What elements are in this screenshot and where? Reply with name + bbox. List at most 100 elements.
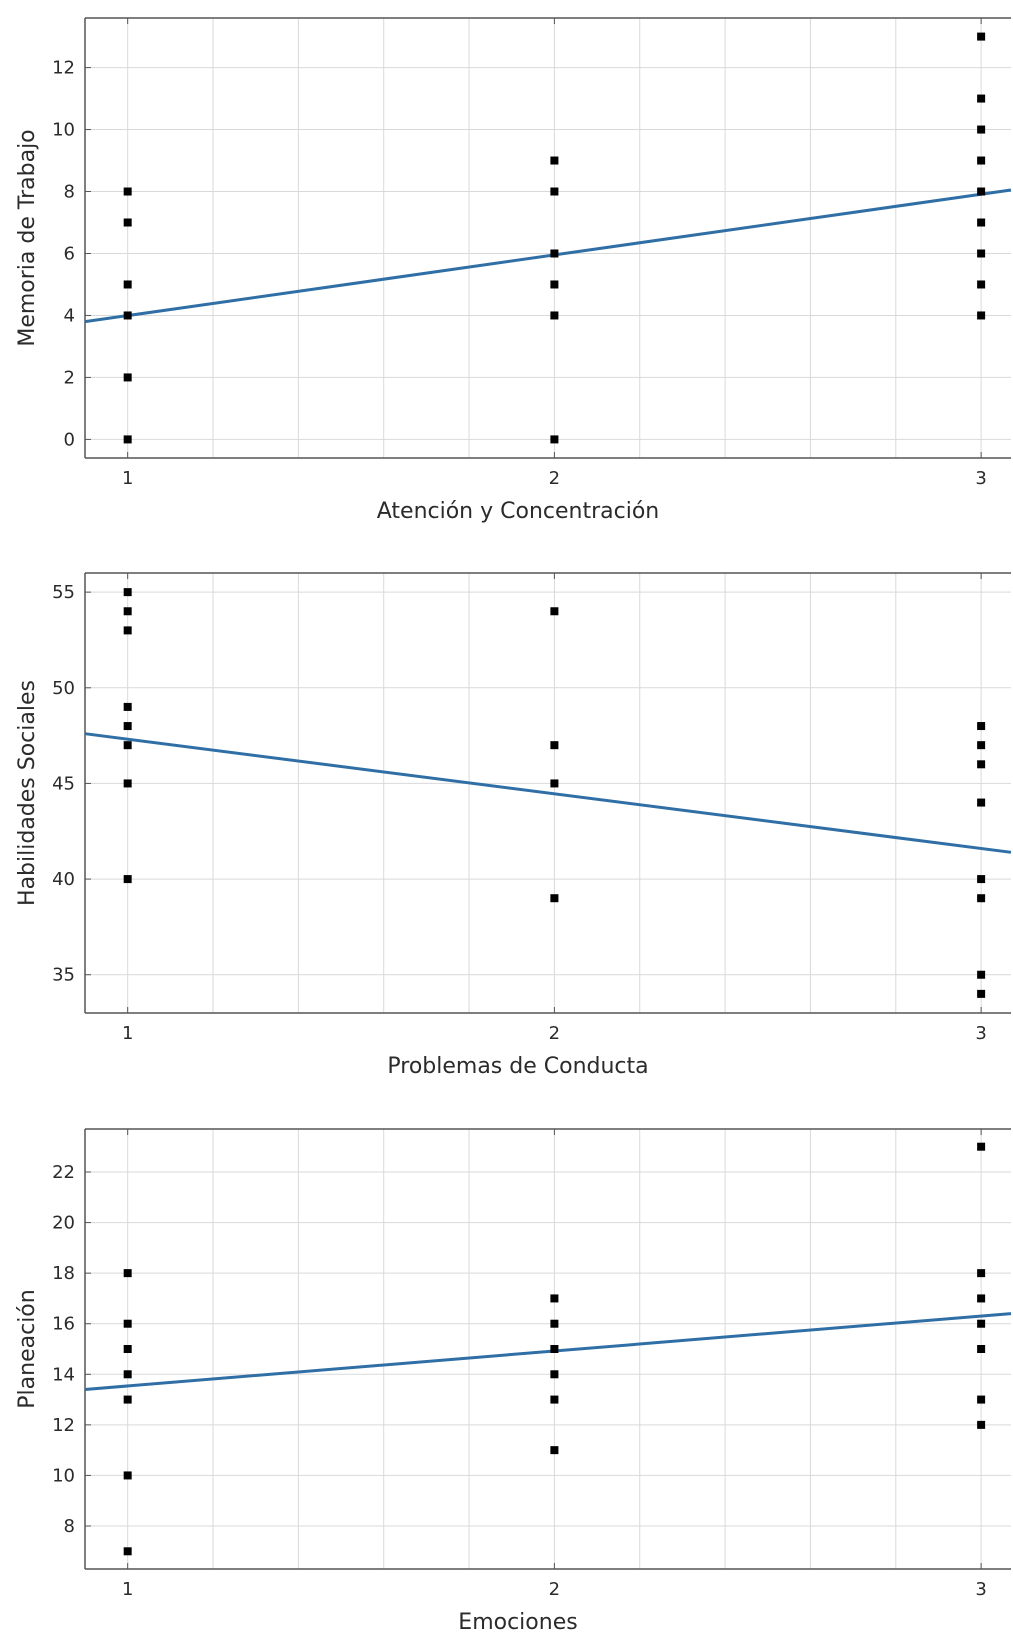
x-tick-label: 1 [122,1023,133,1044]
data-point [977,1395,986,1404]
y-tick-label: 4 [64,305,75,326]
data-point [550,280,559,289]
y-tick-label: 16 [52,1314,75,1335]
y-tick-label: 55 [52,582,75,603]
data-point [977,218,986,227]
regression-line [84,1312,1012,1391]
data-point [123,741,132,750]
data-point [977,125,986,134]
data-point [550,1395,559,1404]
data-point [977,989,986,998]
data-point [123,1395,132,1404]
data-point [977,722,986,731]
y-axis-label: Habilidades Sociales [15,680,40,906]
data-point [977,311,986,320]
data-point [123,875,132,884]
data-point [123,435,132,444]
y-tick-label: 6 [64,243,75,264]
data-points [123,32,986,444]
data-point [550,894,559,903]
data-point [550,187,559,196]
y-axis-label: Planeación [15,1289,40,1408]
y-tick-label: 10 [52,120,75,141]
data-points [123,1142,986,1556]
plot-area [85,18,1011,458]
y-tick-label: 8 [64,182,75,203]
data-point [123,1471,132,1480]
data-point [550,1446,559,1455]
y-tick-label: 50 [52,678,75,699]
y-grid-lines [85,1171,1011,1527]
data-point [977,894,986,903]
data-point [123,373,132,382]
data-point [977,760,986,769]
x-tick-label: 3 [975,1579,986,1600]
y-axis-label: Memoria de Trabajo [15,129,40,346]
x-grid-lines [127,18,982,458]
data-point [550,1370,559,1379]
data-point [123,588,132,597]
data-point [977,156,986,165]
x-tick-label: 3 [975,1023,986,1044]
data-point [550,741,559,750]
regression-line [84,732,1012,854]
x-tick-label: 1 [122,1579,133,1600]
data-point [123,280,132,289]
x-tick-label: 2 [549,468,560,489]
data-point [550,249,559,258]
data-point [123,187,132,196]
data-points [123,588,986,998]
data-point [123,1370,132,1379]
data-point [977,970,986,979]
y-tick-label: 22 [52,1162,75,1183]
x-tick-label: 2 [549,1579,560,1600]
data-point [977,32,986,41]
y-tick-label: 20 [52,1213,75,1234]
data-point [550,607,559,616]
data-point [123,779,132,788]
data-point [123,722,132,731]
y-tick-label: 40 [52,869,75,890]
x-tick-label: 2 [549,1023,560,1044]
data-point [977,280,986,289]
y-tick-label: 8 [64,1516,75,1537]
data-point [550,1319,559,1328]
data-point [977,187,986,196]
data-point [977,875,986,884]
data-point [550,311,559,320]
data-point [123,1345,132,1353]
data-point [123,218,132,227]
data-point [123,1269,132,1278]
y-tick-label: 10 [52,1465,75,1486]
data-point [123,1319,132,1328]
y-tick-label: 45 [52,773,75,794]
data-point [977,94,986,103]
data-point [550,156,559,165]
data-point [977,249,986,258]
y-tick-label: 14 [52,1364,75,1385]
x-tick-label: 3 [975,468,986,489]
data-point [123,1547,132,1556]
y-grid-lines [85,67,1011,440]
data-point [550,1294,559,1303]
data-point [550,435,559,444]
data-point [550,779,559,788]
plot-area [85,1129,1011,1569]
x-tick-label: 1 [122,468,133,489]
data-point [977,1319,986,1328]
data-point [977,798,986,807]
data-point [123,702,132,711]
y-tick-label: 2 [64,367,75,388]
y-grid-lines [85,591,1011,976]
y-tick-label: 35 [52,965,75,986]
data-point [977,741,986,750]
data-point [977,1294,986,1303]
y-tick-label: 12 [52,58,75,79]
x-axis-label: Emociones [458,1610,577,1635]
regression-line [84,188,1012,324]
data-point [123,311,132,320]
